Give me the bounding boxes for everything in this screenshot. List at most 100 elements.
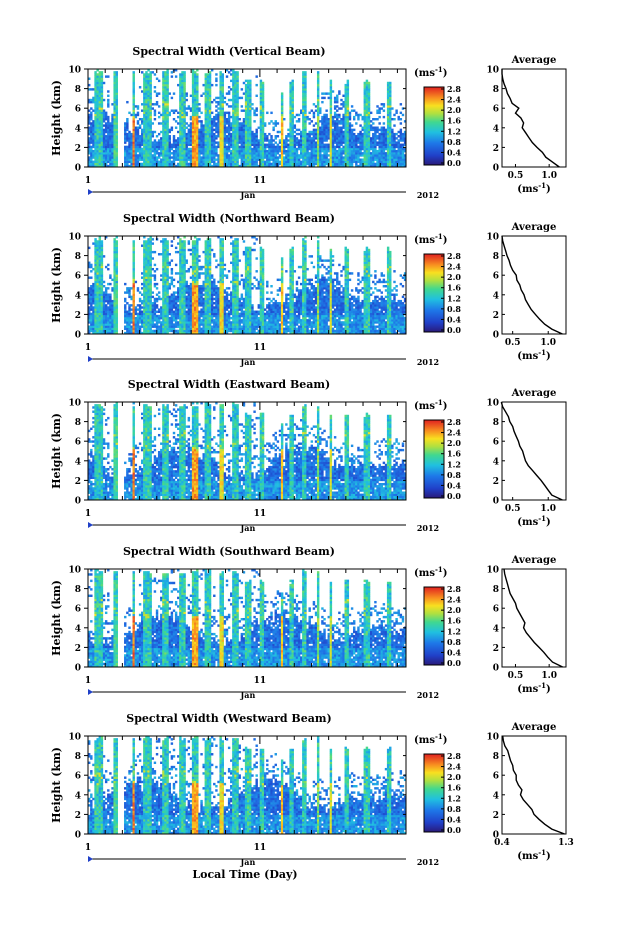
heatmap-cell xyxy=(234,75,237,78)
heatmap-cell xyxy=(238,118,241,121)
heatmap-cell xyxy=(253,152,256,155)
heatmap-cell xyxy=(266,111,269,115)
heatmap-cell xyxy=(194,111,197,115)
heatmap-cell xyxy=(380,158,383,161)
heatmap-cell xyxy=(196,139,199,142)
heatmap-cell xyxy=(336,152,339,155)
heatmap-cell xyxy=(196,113,199,117)
heatmap-cell xyxy=(340,130,343,134)
heatmap-cell xyxy=(94,255,97,258)
heatmap-cell xyxy=(164,156,167,159)
heatmap-cell xyxy=(96,118,99,121)
heatmap-cell xyxy=(251,135,254,138)
heatmap-cell xyxy=(200,124,203,127)
heatmap-cell xyxy=(244,79,248,83)
heatmap-cell xyxy=(88,319,91,322)
heatmap-cell xyxy=(187,149,191,153)
heatmap-cell xyxy=(244,109,248,112)
heatmap-cell xyxy=(204,135,208,138)
heatmap-cell xyxy=(255,128,258,132)
heatmap-cell xyxy=(191,103,195,106)
heatmap-cell xyxy=(115,90,118,93)
heatmap-cell xyxy=(149,261,152,264)
heatmap-cell xyxy=(145,149,148,153)
heatmap-cell xyxy=(304,132,307,136)
heatmap-cell xyxy=(198,143,201,146)
heatmap-cell xyxy=(174,69,178,72)
heatmap-cell xyxy=(124,304,127,307)
heatmap-cell xyxy=(204,137,208,140)
heatmap-cell xyxy=(94,261,97,264)
heatmap-cell xyxy=(149,103,152,106)
heatmap-cell xyxy=(149,100,152,104)
heatmap-cell xyxy=(369,137,373,140)
heatmap-cell xyxy=(249,111,252,115)
heatmap-cell xyxy=(242,143,246,146)
heatmap-cell xyxy=(113,297,116,301)
heatmap-cell xyxy=(113,246,116,250)
heatmap-cell xyxy=(367,126,371,129)
heatmap-cell xyxy=(138,126,142,129)
heatmap-cell xyxy=(344,105,347,108)
heatmap-cell xyxy=(181,137,184,140)
heatmap-cell xyxy=(225,137,229,140)
heatmap-cell xyxy=(225,158,229,161)
heatmap-cell xyxy=(194,162,197,166)
heatmap-cell xyxy=(232,164,235,168)
heatmap-cell xyxy=(94,329,97,333)
heatmap-cell xyxy=(225,164,229,168)
heatmap-cell xyxy=(357,132,360,136)
heatmap-cell xyxy=(96,143,99,146)
heatmap-cell xyxy=(234,83,237,87)
heatmap-cell xyxy=(230,88,233,91)
heatmap-cell xyxy=(90,291,93,294)
heatmap-cell xyxy=(149,270,152,273)
heatmap-cell xyxy=(102,329,106,333)
heatmap-cell xyxy=(132,289,135,292)
heatmap-cell xyxy=(253,156,256,159)
heatmap-cell xyxy=(124,160,127,164)
heatmap-cell xyxy=(302,105,305,108)
heatmap-cell xyxy=(249,94,252,97)
heatmap-cell xyxy=(143,310,146,313)
heatmap-cell xyxy=(316,96,320,100)
heatmap-cell xyxy=(257,152,261,155)
heatmap-cell xyxy=(363,126,367,129)
heatmap-cell xyxy=(136,111,140,115)
heatmap-cell xyxy=(189,154,193,157)
heatmap-cell xyxy=(200,149,203,153)
heatmap-cell xyxy=(353,158,356,161)
heatmap-cell xyxy=(149,162,152,166)
heatmap-cell xyxy=(213,120,216,123)
heatmap-cell xyxy=(134,164,138,168)
heatmap-cell xyxy=(321,130,324,134)
heatmap-cell xyxy=(304,141,307,144)
heatmap-cell xyxy=(179,132,182,136)
heatmap-cell xyxy=(102,98,106,102)
heatmap-cell xyxy=(168,158,171,161)
heatmap-cell xyxy=(333,115,337,119)
heatmap-cell xyxy=(213,137,216,140)
heatmap-cell xyxy=(204,88,208,91)
heatmap-cell xyxy=(113,285,116,288)
heatmap-cell xyxy=(145,299,148,303)
heatmap-cell xyxy=(153,160,157,164)
heatmap-cell xyxy=(96,152,99,155)
heatmap-cell xyxy=(359,139,362,142)
heatmap-cell xyxy=(160,147,163,151)
heatmap-cell xyxy=(314,105,318,108)
heatmap-cell xyxy=(96,154,99,157)
heatmap-cell xyxy=(170,145,174,149)
heatmap-cell xyxy=(164,137,167,140)
heatmap-cell xyxy=(94,139,97,142)
heatmap-cell xyxy=(132,139,135,142)
heatmap-cell xyxy=(225,118,229,121)
heatmap-cell xyxy=(92,327,95,331)
heatmap-cell xyxy=(88,293,91,296)
heatmap-cell xyxy=(380,164,383,168)
heatmap-cell xyxy=(164,103,167,106)
heatmap-cell xyxy=(134,310,138,313)
heatmap-cell xyxy=(210,147,214,151)
heatmap-cell xyxy=(346,139,350,142)
heatmap-cell xyxy=(155,149,159,153)
